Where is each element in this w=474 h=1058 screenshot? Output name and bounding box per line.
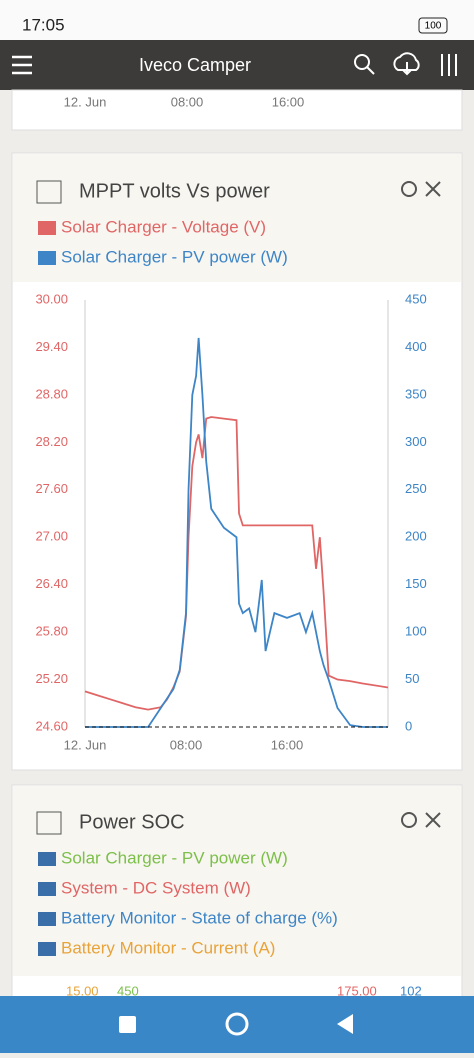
legend-icon — [38, 882, 56, 896]
card-header — [13, 786, 461, 976]
filter-button[interactable] — [441, 54, 457, 76]
back-button[interactable] — [337, 1014, 353, 1034]
partial-tick: 450 — [117, 983, 139, 998]
y2-tick-label: 100 — [405, 624, 427, 639]
y-tick-label: 25.80 — [35, 624, 68, 639]
settings-button[interactable] — [401, 181, 417, 197]
battery-icon — [418, 17, 448, 34]
legend-label: Solar Charger - Voltage (V) — [61, 217, 266, 236]
app-title: Iveco Camper — [139, 55, 251, 75]
download-button[interactable] — [393, 52, 420, 76]
legend-icon — [38, 852, 56, 866]
expand-button[interactable] — [425, 181, 441, 197]
y2-tick-label: 150 — [405, 576, 427, 591]
partial-tick: 175.00 — [337, 983, 377, 998]
expand-button[interactable] — [425, 812, 441, 828]
card-title: Power SOC — [79, 811, 185, 833]
series-line — [85, 337, 388, 728]
y2-tick-label: 50 — [405, 671, 419, 686]
x-tick-label: 08:00 — [171, 94, 204, 109]
y-tick-label: 29.40 — [35, 339, 68, 354]
legend-label: Solar Charger - PV power (W) — [61, 247, 288, 266]
legend-label: Battery Monitor - Current (A) — [61, 938, 275, 957]
legend-icon — [38, 912, 56, 926]
settings-button[interactable] — [401, 812, 417, 828]
nav-bar — [0, 996, 474, 1053]
y-tick-label: 30.00 — [35, 291, 68, 306]
legend-icon — [38, 221, 56, 235]
legend-label: Solar Charger - PV power (W) — [61, 848, 288, 867]
y-tick-label: 25.20 — [35, 671, 68, 686]
y-tick-label: 27.00 — [35, 529, 68, 544]
y2-tick-label: 250 — [405, 481, 427, 496]
legend: Solar Charger - Voltage (V) Solar Charger… — [38, 217, 288, 266]
y2-tick-label: 0 — [405, 718, 412, 733]
y2-tick-label: 200 — [405, 529, 427, 544]
y2-tick-label: 350 — [405, 386, 427, 401]
legend-icon — [38, 251, 56, 265]
y-tick-label: 26.40 — [35, 576, 68, 591]
card — [11, 89, 463, 131]
y-tick-label: 24.60 — [35, 718, 68, 733]
x-tick-label: 16:00 — [271, 737, 304, 752]
y-tick-label: 28.80 — [35, 386, 68, 401]
chart-icon — [36, 811, 62, 835]
legend-label: System - DC System (W) — [61, 878, 251, 897]
y-tick-label: 28.20 — [35, 434, 68, 449]
chart-title: MPPT volts Vs power — [79, 180, 270, 202]
legend: Solar Charger - PV power (W) System - DC … — [38, 848, 338, 957]
partial-tick: 102 — [400, 983, 422, 998]
status-bar — [0, 0, 474, 40]
y2-tick-label: 450 — [405, 291, 427, 306]
x-tick-label: 12. Jun — [64, 737, 107, 752]
recents-button[interactable] — [119, 1016, 136, 1033]
plot: 24.60 25.20 25.80 26.40 27.00 27.60 28.20 28.80… — [35, 291, 426, 752]
x-tick-label: 16:00 — [272, 94, 305, 109]
battery-level: 100 — [425, 21, 442, 32]
partial-tick: 15.00 — [66, 983, 99, 998]
card-header — [13, 154, 461, 282]
search-button[interactable] — [354, 54, 375, 75]
y-tick-label: 27.60 — [35, 481, 68, 496]
menu-button[interactable] — [12, 55, 32, 75]
chart-icon — [36, 180, 62, 204]
clock: 17:05 — [22, 15, 65, 34]
x-tick-label: 08:00 — [170, 737, 203, 752]
legend-label: Battery Monitor - State of charge (%) — [61, 908, 338, 927]
y2-tick-label: 300 — [405, 434, 427, 449]
y2-tick-label: 400 — [405, 339, 427, 354]
x-tick-label: 12. Jun — [64, 94, 107, 109]
home-button[interactable] — [225, 1012, 249, 1036]
legend-icon — [38, 942, 56, 956]
